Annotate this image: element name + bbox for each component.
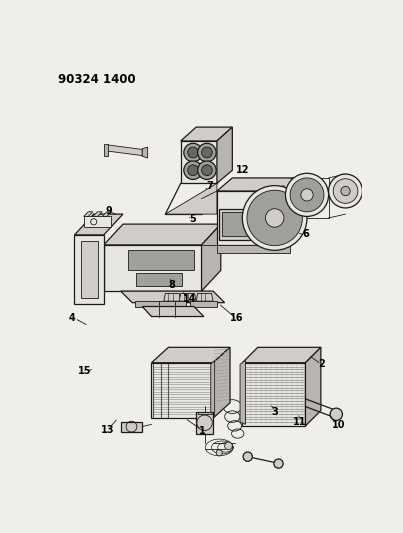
Polygon shape	[242, 348, 321, 363]
Circle shape	[285, 173, 328, 216]
Polygon shape	[217, 245, 290, 253]
Text: 11: 11	[293, 417, 306, 427]
Text: 7: 7	[206, 181, 213, 191]
Polygon shape	[198, 412, 212, 414]
Polygon shape	[102, 212, 112, 216]
Circle shape	[224, 442, 233, 450]
Circle shape	[247, 190, 302, 246]
Polygon shape	[84, 212, 93, 216]
Polygon shape	[181, 141, 217, 183]
Circle shape	[290, 178, 324, 212]
Polygon shape	[164, 294, 181, 301]
Circle shape	[188, 147, 198, 158]
Circle shape	[274, 459, 283, 468]
Text: 16: 16	[230, 312, 244, 322]
Text: 5: 5	[189, 214, 196, 224]
Circle shape	[197, 415, 212, 431]
Polygon shape	[181, 127, 233, 141]
Text: 8: 8	[168, 280, 175, 290]
Circle shape	[333, 179, 358, 203]
Text: 15: 15	[78, 366, 91, 376]
Text: 3: 3	[272, 407, 278, 417]
Text: 6: 6	[303, 229, 309, 239]
Polygon shape	[120, 291, 224, 303]
Circle shape	[198, 161, 216, 180]
Polygon shape	[196, 412, 213, 433]
Polygon shape	[165, 183, 217, 214]
Polygon shape	[107, 145, 142, 156]
Polygon shape	[152, 363, 213, 418]
Circle shape	[242, 185, 307, 251]
Polygon shape	[217, 191, 290, 245]
Polygon shape	[136, 273, 182, 286]
Polygon shape	[81, 241, 98, 298]
Polygon shape	[104, 144, 108, 156]
Polygon shape	[222, 212, 247, 237]
Polygon shape	[217, 127, 233, 183]
Circle shape	[184, 143, 202, 161]
Polygon shape	[190, 301, 217, 306]
Polygon shape	[75, 235, 104, 304]
Text: 13: 13	[102, 425, 115, 435]
Polygon shape	[242, 363, 305, 426]
Circle shape	[202, 147, 212, 158]
Text: 10: 10	[332, 420, 345, 430]
Polygon shape	[135, 301, 186, 306]
Polygon shape	[330, 174, 345, 185]
Polygon shape	[142, 147, 147, 158]
Polygon shape	[179, 294, 196, 301]
Polygon shape	[104, 224, 221, 245]
Polygon shape	[84, 216, 112, 227]
Text: 1: 1	[199, 426, 205, 437]
Polygon shape	[219, 209, 250, 239]
Polygon shape	[120, 422, 142, 432]
Circle shape	[266, 209, 284, 227]
Text: 14: 14	[183, 294, 196, 304]
Polygon shape	[211, 360, 215, 417]
Circle shape	[202, 165, 212, 175]
Polygon shape	[240, 360, 245, 424]
Circle shape	[341, 187, 350, 196]
Polygon shape	[104, 245, 202, 291]
Circle shape	[330, 408, 343, 421]
Circle shape	[188, 165, 198, 175]
Polygon shape	[217, 178, 305, 191]
Text: 9: 9	[106, 206, 112, 216]
Text: 90324 1400: 90324 1400	[58, 73, 135, 86]
Polygon shape	[75, 214, 123, 235]
Polygon shape	[196, 294, 213, 301]
Text: 2: 2	[318, 359, 325, 368]
Polygon shape	[129, 251, 194, 270]
Text: 4: 4	[69, 312, 76, 322]
Polygon shape	[275, 185, 284, 192]
Polygon shape	[213, 348, 230, 418]
Circle shape	[301, 189, 313, 201]
Polygon shape	[152, 348, 230, 363]
Circle shape	[328, 174, 362, 208]
Text: 12: 12	[237, 165, 250, 175]
Polygon shape	[202, 224, 221, 291]
Polygon shape	[305, 348, 321, 426]
Circle shape	[216, 450, 222, 456]
Polygon shape	[142, 306, 204, 317]
Polygon shape	[93, 212, 102, 216]
Circle shape	[243, 452, 252, 461]
Circle shape	[198, 143, 216, 161]
Circle shape	[184, 161, 202, 180]
